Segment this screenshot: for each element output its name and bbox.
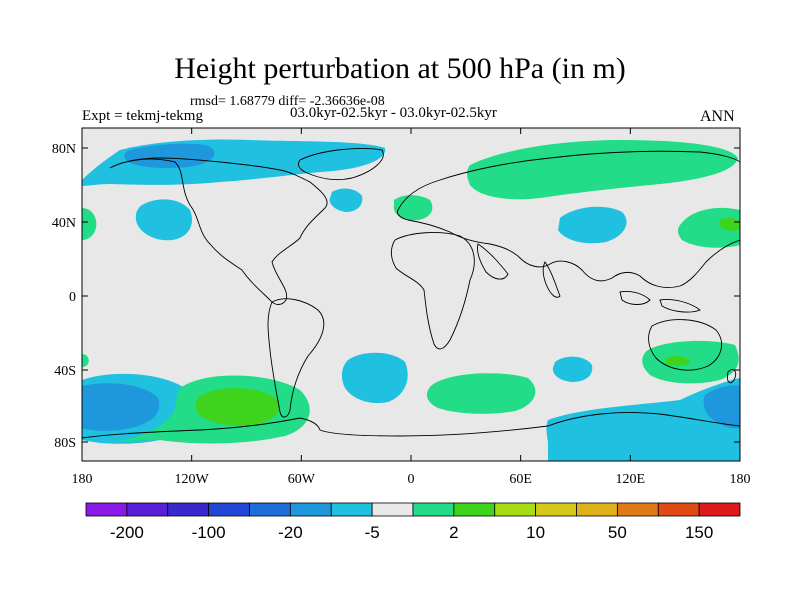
contour-region: [341, 352, 408, 404]
coastline: [477, 243, 561, 298]
colorbar-swatch: [167, 502, 210, 517]
contour-region: [558, 206, 627, 244]
contour-region: [720, 217, 740, 231]
experiment-label: Expt = tekmj-tekmg: [82, 108, 203, 124]
contour-region: [195, 388, 280, 426]
contour-region: [546, 378, 740, 461]
coastline: [82, 412, 740, 439]
contour-region: [135, 199, 192, 241]
coastline: [397, 150, 740, 288]
coastline: [109, 157, 328, 305]
lon-tick-label: 180: [72, 472, 93, 487]
colorbar-swatch: [657, 502, 700, 517]
colorbar-label: 2: [449, 523, 458, 542]
contour-region: [677, 207, 740, 248]
lon-tick-label: 0: [408, 472, 415, 487]
colorbar-swatch: [85, 502, 128, 517]
contour-region: [552, 356, 593, 382]
colorbar-label: 10: [526, 523, 545, 542]
colorbar-swatch: [412, 502, 455, 517]
coastline: [267, 298, 325, 418]
coastline: [297, 148, 384, 181]
colorbar-swatch: [453, 502, 496, 517]
contour-region: [82, 383, 160, 431]
lon-tick-label: 120W: [175, 472, 210, 487]
contour-region: [426, 373, 536, 414]
colorbar-label: 150: [685, 523, 713, 542]
colorbar-swatch: [616, 502, 659, 517]
lat-tick-label: 40S: [54, 364, 76, 379]
coastlines: [82, 148, 740, 439]
coastline: [390, 232, 475, 350]
lon-tick-label: 60E: [509, 472, 532, 487]
colorbar-swatch: [371, 502, 414, 517]
colorbar-swatch: [576, 502, 618, 517]
lat-tick-label: 80N: [52, 142, 76, 157]
colorbar-label: 50: [608, 523, 627, 542]
contour-region: [124, 143, 215, 169]
coastline: [648, 319, 723, 371]
lon-tick-label: 120E: [616, 472, 646, 487]
contour-region: [703, 385, 740, 429]
coastline: [727, 369, 737, 384]
lat-tick-label: 40N: [52, 216, 76, 231]
colorbar-swatch: [535, 502, 577, 517]
colorbar-label: -5: [365, 523, 380, 542]
contour-region: [665, 355, 690, 366]
colorbar-label: -100: [192, 523, 226, 542]
contour-region: [467, 140, 738, 200]
lon-tick-label: 60W: [288, 472, 316, 487]
colorbar-swatch: [698, 502, 741, 517]
colorbar-swatch: [494, 502, 537, 517]
coastline: [619, 291, 701, 313]
period-label: 03.0kyr-02.5kyr - 03.0kyr-02.5kyr: [290, 105, 497, 121]
colorbar-label: -20: [278, 523, 303, 542]
colorbar-swatch: [208, 502, 250, 517]
colorbar-label: -200: [110, 523, 144, 542]
map-title: Height perturbation at 500 hPa (in m): [174, 52, 626, 85]
colorbar-swatch: [249, 502, 291, 517]
season-label: ANN: [700, 108, 735, 125]
colorbar-swatch: [330, 502, 373, 517]
contour-region: [642, 340, 739, 384]
colorbar-swatch: [289, 502, 332, 517]
colorbar-swatch: [126, 502, 169, 517]
axis-ticks: 80N 40N 0 40S 80S 180 120W 60W 0 60E 120E 180: [52, 128, 751, 487]
lon-tick-label: 180: [730, 472, 751, 487]
lat-tick-label: 0: [69, 290, 76, 305]
contour-region: [82, 354, 89, 367]
stats-text: rmsd= 1.68779 diff= -2.36636e-08: [190, 94, 385, 109]
contour-fills: [82, 139, 740, 461]
contour-region: [82, 208, 97, 240]
colorbar: -200 -100 -20 -5 2 10 50 150: [85, 502, 741, 542]
lat-tick-label: 80S: [54, 436, 76, 451]
contour-region: [329, 188, 363, 212]
